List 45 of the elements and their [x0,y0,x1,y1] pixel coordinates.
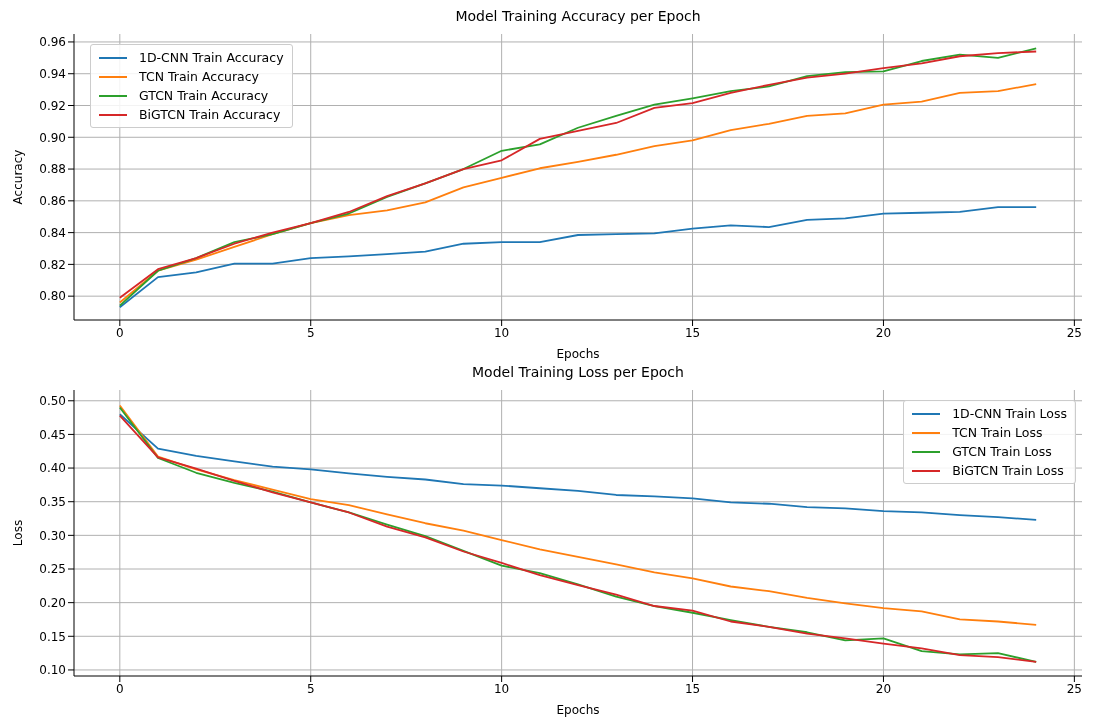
x-tick-label: 15 [684,681,701,696]
y-axis-title: Accuracy [11,149,26,205]
x-tick-label: 20 [875,325,892,340]
chart-title: Model Training Accuracy per Epoch [454,8,702,26]
legend-label: BiGTCN Train Loss [952,463,1064,478]
y-tick-label: 0.94 [39,66,66,81]
y-tick-label: 0.82 [39,257,66,272]
y-tick-label: 0.86 [39,194,66,209]
x-tick-label: 0 [116,325,124,340]
x-axis-title: Epochs [556,703,600,717]
x-tick-label: 25 [1066,325,1082,340]
y-tick-label: 0.88 [39,162,66,177]
y-tick-label: 0.45 [39,427,66,442]
legend-label: GTCN Train Accuracy [139,88,269,103]
y-tick-label: 0.80 [39,289,66,304]
y-tick-label: 0.30 [39,528,66,543]
legend-label: TCN Train Accuracy [139,69,259,84]
x-tick-label: 0 [116,681,124,696]
line-series [118,206,1038,309]
y-tick-label: 0.15 [39,629,66,644]
x-tick-label: 15 [684,325,701,340]
y-tick-label: 0.84 [39,225,66,240]
y-tick-label: 0.10 [39,663,66,678]
legend-label: GTCN Train Loss [952,444,1052,459]
y-tick-label: 0.25 [39,562,66,577]
legend-label: BiGTCN Train Accuracy [139,107,281,122]
chart-title: Model Training Loss per Epoch [471,364,685,382]
legend-label: 1D-CNN Train Loss [952,406,1067,421]
x-tick-label: 20 [875,681,892,696]
x-tick-label: 25 [1066,681,1082,696]
x-tick-label: 5 [306,325,315,340]
y-tick-label: 0.92 [39,98,66,113]
x-tick-label: 5 [306,681,315,696]
y-tick-label: 0.20 [39,595,66,610]
legend-label: TCN Train Loss [952,425,1043,440]
y-tick-label: 0.90 [39,130,66,145]
y-tick-label: 0.35 [39,494,66,509]
y-axis-title: Loss [11,519,26,547]
y-tick-label: 0.40 [39,461,66,476]
y-tick-label: 0.50 [39,394,66,409]
legend-label: 1D-CNN Train Accuracy [139,50,284,65]
x-tick-label: 10 [494,681,510,696]
x-tick-label: 10 [494,325,510,340]
y-tick-label: 0.96 [39,35,66,50]
x-axis-title: Epochs [556,347,600,361]
